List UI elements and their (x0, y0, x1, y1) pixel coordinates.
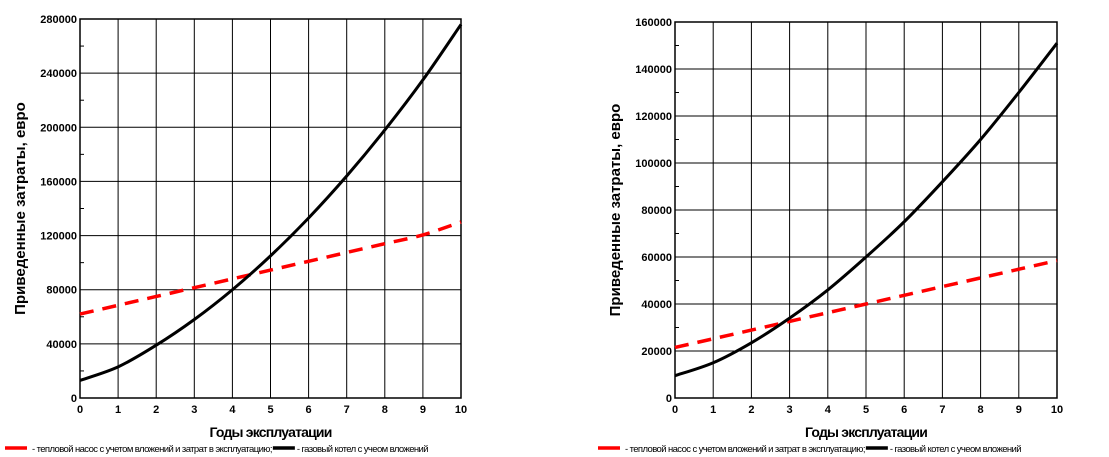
x-tick-label: 9 (420, 404, 426, 416)
x-tick-labels: 0 1 2 3 4 5 6 7 8 9 10 (672, 404, 1063, 416)
chart-left: 0 40000 80000 120000 160000 200000 240000 28000… (5, 14, 467, 455)
x-tick-label: 2 (153, 404, 159, 416)
x-tick-label: 6 (306, 404, 312, 416)
legend: - тепловой насос с учетом вложений и зат… (5, 444, 429, 455)
y-tick-label: 240000 (40, 68, 77, 80)
x-tick-label: 0 (672, 404, 678, 416)
x-tick-label: 8 (382, 404, 388, 416)
y-axis-label: Приведенные затраты, евро (607, 104, 624, 317)
legend: - тепловой насос с учетом вложений и зат… (598, 444, 1022, 455)
y-tick-label: 80000 (46, 285, 77, 297)
x-tick-label: 1 (710, 404, 716, 416)
y-tick-label: 100000 (635, 158, 672, 170)
x-tick-label: 5 (863, 404, 869, 416)
chart-right: 0 20000 40000 60000 80000 100000 120000 140000 1… (598, 17, 1063, 455)
x-tick-label: 8 (978, 404, 984, 416)
x-tick-label: 9 (1016, 404, 1022, 416)
x-tick-label: 7 (344, 404, 350, 416)
plot-frame (79, 18, 462, 399)
y-tick-label: 120000 (635, 111, 672, 123)
x-tick-label: 3 (787, 404, 793, 416)
legend-label-heat-pump: - тепловой насос с учетом вложений и зат… (32, 444, 272, 455)
y-tick-label: 160000 (40, 176, 77, 188)
series-layer (79, 23, 463, 382)
x-tick-label: 3 (191, 404, 197, 416)
x-tick-label: 0 (77, 404, 83, 416)
x-tick-label: 4 (229, 404, 236, 416)
y-tick-labels: 0 40000 80000 120000 160000 200000 240000 28000… (40, 14, 77, 405)
x-axis-label: Годы эксплуатации (805, 424, 927, 440)
plot-frame (674, 21, 1058, 399)
y-tick-label: 280000 (40, 14, 77, 26)
x-tick-label: 5 (267, 404, 273, 416)
x-tick-labels: 0 1 2 3 4 5 6 7 8 9 10 (77, 404, 467, 416)
y-tick-label: 0 (71, 393, 77, 405)
x-axis-label: Годы эксплуатации (209, 424, 331, 440)
plot-grid (674, 21, 1058, 399)
x-tick-label: 4 (825, 404, 832, 416)
y-axis-label: Приведенные затраты, евро (12, 102, 29, 315)
y-tick-label: 0 (666, 393, 672, 405)
series-line-heat-pump (674, 258, 1058, 350)
y-tick-label: 200000 (40, 122, 77, 134)
legend-label-gas-boiler: - газовый котел с учеом вложений (890, 444, 1021, 455)
x-tick-label: 10 (1051, 404, 1063, 416)
y-tick-label: 40000 (46, 339, 77, 351)
y-tick-label: 20000 (641, 346, 672, 358)
legend-label-gas-boiler: - газовый котел с учеом вложений (297, 444, 428, 455)
x-tick-label: 7 (939, 404, 945, 416)
x-tick-label: 10 (455, 404, 467, 416)
series-line-heat-pump (79, 220, 462, 316)
y-tick-label: 80000 (641, 205, 672, 217)
series-layer (674, 42, 1059, 378)
plot-grid (79, 18, 462, 399)
y-tick-label: 120000 (40, 231, 77, 243)
y-tick-label: 160000 (635, 17, 672, 29)
y-tick-labels: 0 20000 40000 60000 80000 100000 120000 140000 1… (635, 17, 672, 405)
x-tick-label: 6 (901, 404, 907, 416)
x-tick-label: 2 (748, 404, 754, 416)
y-tick-label: 60000 (641, 252, 672, 264)
series-line-gas-boiler (674, 42, 1059, 378)
y-tick-label: 140000 (635, 64, 672, 76)
series-line-gas-boiler (79, 23, 463, 382)
y-tick-label: 40000 (641, 299, 672, 311)
x-tick-label: 1 (115, 404, 121, 416)
legend-label-heat-pump: - тепловой насос с учетом вложений и зат… (625, 444, 865, 455)
